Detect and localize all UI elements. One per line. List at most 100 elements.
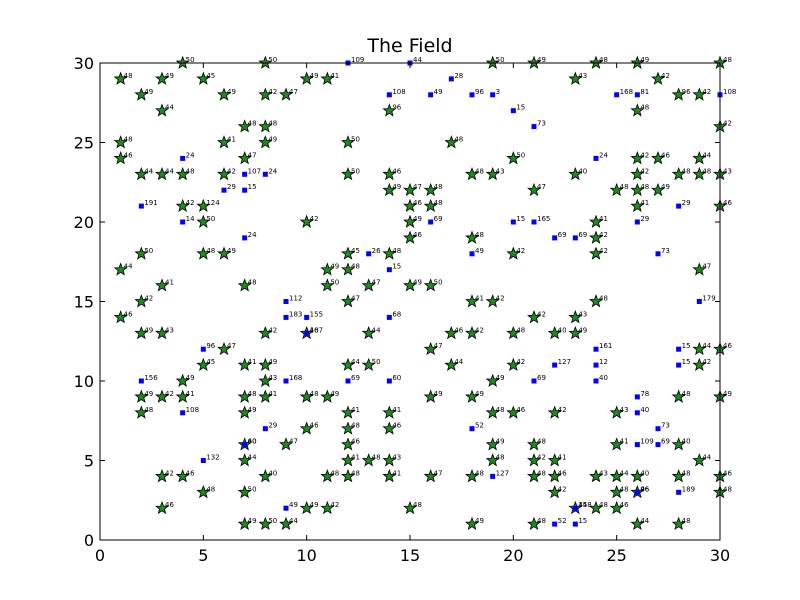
point-label: 46 xyxy=(392,422,401,430)
point-label: 50 xyxy=(206,215,215,223)
star-point xyxy=(465,294,479,308)
star-point xyxy=(423,341,438,356)
point-label: 108 xyxy=(723,88,736,96)
star-point xyxy=(671,87,686,101)
point-label: 48 xyxy=(682,517,691,525)
star-point xyxy=(217,341,231,356)
point-label: 15 xyxy=(516,215,525,223)
star-point xyxy=(382,246,397,260)
star-point xyxy=(692,357,707,372)
square-point xyxy=(634,442,640,448)
point-label: 69 xyxy=(351,374,360,382)
star-point xyxy=(589,246,603,260)
point-label: 48 xyxy=(392,247,401,255)
point-label: 42 xyxy=(661,72,670,80)
point-label: 46 xyxy=(661,151,670,159)
square-point xyxy=(200,346,206,352)
star-point xyxy=(485,294,500,308)
point-label: 49 xyxy=(144,88,153,96)
square-point xyxy=(655,426,661,432)
square-point xyxy=(469,92,475,98)
star-point xyxy=(403,230,417,244)
point-label: 42 xyxy=(558,485,567,493)
point-label: 46 xyxy=(723,469,732,477)
point-label: 46 xyxy=(124,151,133,159)
star-point xyxy=(589,214,603,228)
point-label: 48 xyxy=(413,501,422,509)
point-label: 40 xyxy=(310,326,319,334)
star-point xyxy=(609,469,624,483)
point-label: 43 xyxy=(578,310,587,318)
square-point xyxy=(242,187,248,193)
point-label: 48 xyxy=(723,56,732,64)
star-point xyxy=(423,389,438,403)
point-label: 112 xyxy=(289,295,302,303)
square-point xyxy=(304,330,310,336)
point-label: 46 xyxy=(454,326,463,334)
point-label: 49 xyxy=(392,183,401,191)
star-point xyxy=(175,373,190,387)
point-label: 168 xyxy=(289,374,302,382)
star-point xyxy=(134,294,149,308)
point-label: 69 xyxy=(558,231,567,239)
star-point xyxy=(237,357,252,372)
point-label: 42 xyxy=(165,390,174,398)
square-point xyxy=(366,251,372,257)
square-point xyxy=(428,219,434,225)
star-point xyxy=(258,469,273,483)
y-tick-label: 5 xyxy=(84,452,94,471)
star-point xyxy=(671,469,686,483)
point-label: 42 xyxy=(268,88,277,96)
point-label: 44 xyxy=(454,358,463,366)
star-point xyxy=(237,119,252,133)
star-point xyxy=(609,405,624,419)
point-label: 44 xyxy=(702,454,711,462)
point-label: 48 xyxy=(537,517,546,525)
point-label: 40 xyxy=(578,167,587,175)
star-point xyxy=(175,198,190,213)
point-label: 48 xyxy=(454,136,463,144)
point-label: 183 xyxy=(289,310,302,318)
point-label: 46 xyxy=(124,310,133,318)
square-point xyxy=(655,251,661,257)
square-point xyxy=(345,378,351,384)
y-tick-label: 10 xyxy=(74,372,94,391)
square-point xyxy=(531,124,537,130)
point-label: 48 xyxy=(599,501,608,509)
point-label: 46 xyxy=(516,406,525,414)
point-label: 46 xyxy=(351,438,360,446)
star-point xyxy=(341,135,355,149)
point-label: 41 xyxy=(475,295,484,303)
star-point xyxy=(671,389,686,403)
star-point xyxy=(134,389,149,403)
point-label: 42 xyxy=(516,247,525,255)
point-label: 48 xyxy=(310,390,319,398)
point-label: 44 xyxy=(248,454,257,462)
point-label: 44 xyxy=(165,104,174,112)
square-point xyxy=(262,426,268,432)
point-label: 15 xyxy=(516,104,525,112)
star-point xyxy=(320,278,335,292)
point-label: 48 xyxy=(475,167,484,175)
square-point xyxy=(572,521,578,527)
point-label: 24 xyxy=(599,151,608,159)
star-point xyxy=(155,389,169,403)
star-point xyxy=(506,357,521,372)
square-point xyxy=(469,426,475,432)
point-label: 40 xyxy=(248,438,257,446)
point-label: 46 xyxy=(723,199,732,207)
point-label: 108 xyxy=(392,88,405,96)
point-label: 49 xyxy=(578,326,587,334)
star-point xyxy=(506,405,521,419)
y-tick-label: 15 xyxy=(74,293,94,312)
star-point xyxy=(671,516,686,531)
point-label: 49 xyxy=(475,390,484,398)
point-label: 45 xyxy=(206,72,215,80)
point-label: 48 xyxy=(640,183,649,191)
point-label: 41 xyxy=(640,199,649,207)
point-label: 49 xyxy=(227,88,236,96)
point-label: 40 xyxy=(682,438,691,446)
point-label: 43 xyxy=(268,374,277,382)
star-point xyxy=(279,87,293,101)
